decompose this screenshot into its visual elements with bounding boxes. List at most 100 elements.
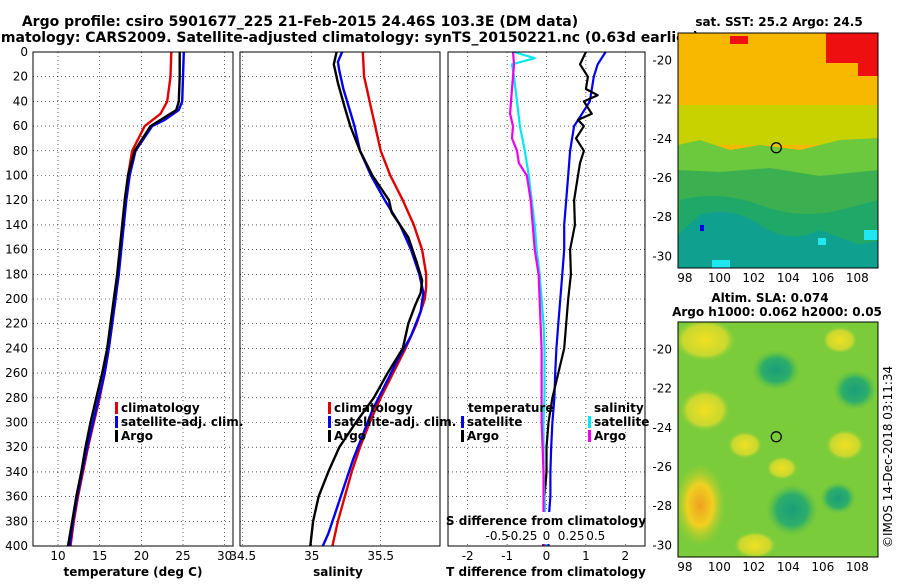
depth-tick-label: 300 — [5, 416, 28, 430]
lon-tick-label: 106 — [811, 560, 834, 574]
sst-cyan-patch — [818, 238, 826, 245]
lat-tick-label: -28 — [652, 210, 672, 224]
lat-tick-label: -26 — [652, 171, 672, 185]
lon-tick-label: 102 — [742, 271, 765, 285]
temperature-series — [66, 51, 185, 547]
depth-tick-label: 60 — [13, 119, 28, 133]
depth-tick-label: 320 — [5, 440, 28, 454]
depth-tick-label: 120 — [5, 193, 28, 207]
lon-tick-label: 98 — [677, 560, 692, 574]
depth-tick-label: 260 — [5, 366, 28, 380]
sst-lon-tick-labels: 98 100 102 104 106 108 — [677, 271, 869, 285]
legend-swatch-argo — [115, 430, 118, 442]
legend-label-satellite: satellite-adj. clim. — [121, 415, 243, 429]
lon-tick-label: 104 — [777, 560, 800, 574]
sla-high-patch-6 — [733, 531, 777, 557]
sst-hot-patch-2 — [858, 60, 878, 76]
difference-panel: -2 -1 0 1 2 S difference from climatology -0… — [446, 50, 649, 579]
sla-low-patch-3 — [766, 484, 818, 536]
s-difference-axis-label: S difference from climatology — [446, 514, 646, 528]
depth-tick-label: 220 — [5, 317, 28, 331]
legend-swatch-climatology — [115, 402, 118, 414]
sst-map-title: sat. SST: 25.2 Argo: 24.5 — [695, 15, 862, 29]
sla-low-patch — [752, 350, 800, 390]
lon-tick-label: 100 — [708, 560, 731, 574]
lat-tick-label: -30 — [652, 538, 672, 552]
sst-cooler-region — [678, 211, 878, 268]
temperature-legend: climatology satellite-adj. clim. Argo — [115, 401, 243, 443]
depth-tick-label: 160 — [5, 243, 28, 257]
legend-swatch-t-argo — [461, 430, 464, 442]
lon-tick-label: 108 — [846, 271, 869, 285]
sla-high-patch-2 — [679, 388, 731, 432]
sst-hot-patch-3 — [730, 36, 748, 44]
depth-tick-label: 360 — [5, 490, 28, 504]
lat-tick-label: -28 — [652, 499, 672, 513]
salinity-grid — [240, 51, 440, 547]
lat-tick-label: -24 — [652, 421, 672, 435]
x-tick-label: 2 — [621, 549, 629, 563]
x-tick-label: 30 — [217, 549, 232, 563]
sst-argo-marker — [770, 142, 782, 154]
s-tick-label: 0.25 — [558, 529, 585, 543]
legend-swatch-argo — [328, 430, 331, 442]
figure-title-line2: Climatology: CARS2009. Satellite-adjuste… — [0, 30, 699, 46]
t-difference-axis-label: T difference from climatology — [446, 565, 646, 579]
series-line-climatology — [331, 51, 428, 547]
legend-swatch-t-satellite — [461, 416, 464, 428]
salinity-series — [309, 51, 428, 547]
series-line-s-satellite — [510, 50, 548, 547]
x-tick-label: -2 — [462, 549, 474, 563]
x-tick-label: 15 — [92, 549, 107, 563]
x-tick-label: 20 — [134, 549, 149, 563]
x-tick-label: 34.5 — [229, 549, 256, 563]
depth-tick-label: 20 — [13, 70, 28, 84]
legend-title-salinity: salinity — [594, 401, 644, 415]
temperature-frame — [32, 51, 234, 547]
depth-tick-label: 180 — [5, 267, 28, 281]
s-difference-tick-labels: -0.5-0.25 0 0.25 0.5 — [486, 529, 606, 543]
s-axis-backdrop — [458, 512, 636, 544]
legend-label-s-argo: Argo — [594, 429, 626, 443]
sla-highest-patch — [678, 463, 726, 547]
sla-map-frame — [677, 321, 879, 558]
sla-high-patch — [678, 322, 737, 362]
temperature-axis-label: temperature (deg C) — [64, 565, 203, 579]
s-tick-label: 0.5 — [586, 529, 605, 543]
imos-credit: ©IMOS 14-Dec-2018 03:11:34 — [881, 366, 895, 548]
lon-tick-label: 102 — [742, 560, 765, 574]
sla-low-patch-2 — [833, 370, 877, 410]
lat-tick-label: -20 — [652, 342, 672, 356]
legend-swatch-satellite — [115, 416, 118, 428]
sla-map-title-line2: Argo h1000: 0.062 h2000: 0.05 — [672, 305, 882, 319]
sst-map-frame — [677, 32, 879, 269]
depth-tick-label: 400 — [5, 539, 28, 553]
series-line-satellite-adj-clim- — [68, 51, 185, 547]
salinity-frame — [239, 51, 441, 547]
temperature-panel: 0 20 40 60 80 100 120 140 160 180 200 220 240 260 280 3… — [5, 45, 243, 579]
depth-tick-label: 80 — [13, 144, 28, 158]
legend-label-s-satellite: satellite — [594, 415, 649, 429]
depth-tick-label: 140 — [5, 218, 28, 232]
series-line-t-argo — [542, 51, 599, 547]
x-tick-label: 35 — [304, 549, 319, 563]
depth-tick-label: 340 — [5, 465, 28, 479]
legend-label-t-satellite: satellite — [467, 415, 522, 429]
temperature-tick-labels: 10 15 20 25 30 — [50, 549, 232, 563]
x-tick-label: 1 — [582, 549, 590, 563]
x-tick-label: 10 — [50, 549, 65, 563]
legend-label-t-argo: Argo — [467, 429, 499, 443]
s-tick-label: -0.5 — [486, 529, 509, 543]
sla-argo-marker — [770, 431, 782, 443]
s-tick-label: -0.25 — [506, 529, 537, 543]
sla-high-patch-7 — [822, 326, 858, 354]
lon-tick-label: 98 — [677, 271, 692, 285]
sla-high-patch-3 — [766, 456, 798, 480]
sst-lat-tick-labels: -20 -22 -24 -26 -28 -30 — [652, 53, 672, 263]
sla-high-patch-5 — [825, 429, 865, 461]
depth-tick-label: 280 — [5, 391, 28, 405]
lat-tick-label: -22 — [652, 93, 672, 107]
depth-tick-label: 0 — [20, 45, 28, 59]
difference-frame — [447, 51, 646, 547]
